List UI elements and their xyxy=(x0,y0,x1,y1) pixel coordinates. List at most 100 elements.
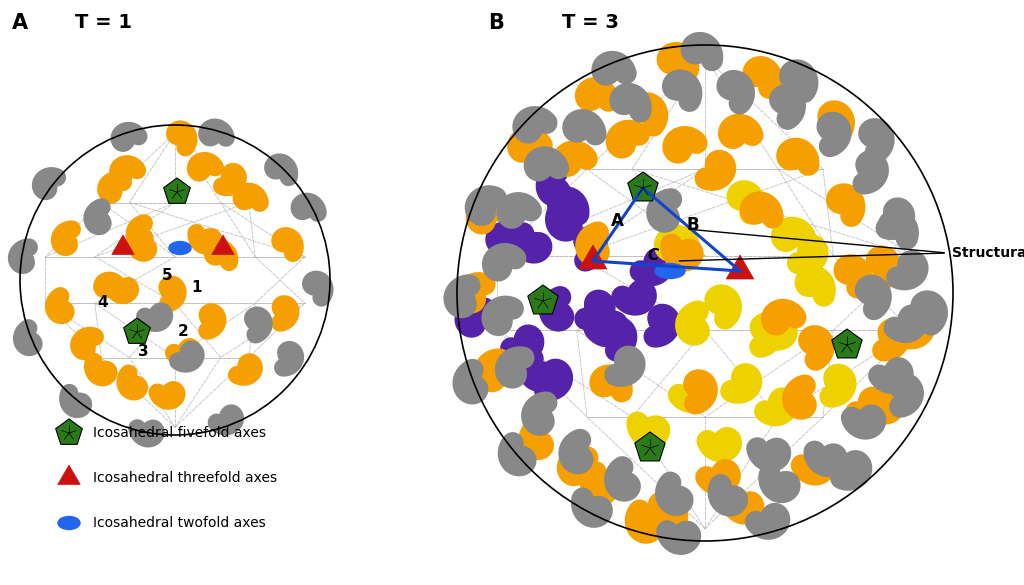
Polygon shape xyxy=(668,61,680,73)
Ellipse shape xyxy=(655,263,685,278)
Polygon shape xyxy=(805,284,817,297)
Polygon shape xyxy=(527,285,558,314)
Polygon shape xyxy=(179,342,188,352)
Polygon shape xyxy=(85,342,95,352)
Polygon shape xyxy=(141,229,152,239)
Polygon shape xyxy=(142,238,153,248)
Polygon shape xyxy=(180,347,190,357)
Polygon shape xyxy=(239,360,248,370)
Polygon shape xyxy=(279,242,289,252)
Polygon shape xyxy=(858,395,870,407)
Polygon shape xyxy=(671,88,683,100)
Polygon shape xyxy=(200,168,210,178)
Polygon shape xyxy=(558,205,570,218)
Text: 5: 5 xyxy=(162,267,172,283)
Polygon shape xyxy=(301,208,311,218)
Text: C: C xyxy=(647,247,658,263)
Polygon shape xyxy=(670,244,682,256)
Polygon shape xyxy=(308,285,317,295)
Polygon shape xyxy=(786,236,798,248)
Polygon shape xyxy=(564,212,577,225)
Polygon shape xyxy=(769,395,780,407)
Polygon shape xyxy=(802,393,814,405)
Text: 4: 4 xyxy=(97,294,109,309)
Polygon shape xyxy=(606,70,618,82)
Polygon shape xyxy=(541,411,553,422)
Polygon shape xyxy=(103,287,113,297)
Polygon shape xyxy=(143,422,154,432)
Polygon shape xyxy=(835,201,846,214)
Polygon shape xyxy=(99,214,110,223)
Polygon shape xyxy=(644,514,656,526)
Polygon shape xyxy=(731,373,743,385)
Polygon shape xyxy=(577,240,589,253)
Polygon shape xyxy=(500,262,512,274)
Polygon shape xyxy=(798,244,810,256)
Polygon shape xyxy=(575,129,588,140)
Circle shape xyxy=(20,125,330,435)
Polygon shape xyxy=(539,166,551,178)
Polygon shape xyxy=(637,110,649,122)
Polygon shape xyxy=(164,178,190,204)
Polygon shape xyxy=(904,318,916,331)
Polygon shape xyxy=(602,384,613,396)
Polygon shape xyxy=(635,432,666,461)
Polygon shape xyxy=(542,370,554,382)
Text: T = 1: T = 1 xyxy=(75,13,132,32)
Polygon shape xyxy=(777,472,790,484)
Polygon shape xyxy=(244,198,253,208)
Polygon shape xyxy=(585,300,597,312)
Polygon shape xyxy=(530,233,543,245)
Polygon shape xyxy=(859,408,871,420)
Text: Icosahedral twofold axes: Icosahedral twofold axes xyxy=(93,516,266,530)
Polygon shape xyxy=(857,163,869,175)
Polygon shape xyxy=(580,245,607,269)
Polygon shape xyxy=(210,135,219,144)
Polygon shape xyxy=(55,419,82,445)
Polygon shape xyxy=(595,240,607,252)
Polygon shape xyxy=(483,215,496,227)
Polygon shape xyxy=(555,180,567,192)
Polygon shape xyxy=(888,227,900,239)
Polygon shape xyxy=(119,278,129,288)
Polygon shape xyxy=(132,376,142,386)
Polygon shape xyxy=(809,454,821,466)
Polygon shape xyxy=(739,493,752,505)
Polygon shape xyxy=(514,332,526,344)
Polygon shape xyxy=(788,157,801,169)
Polygon shape xyxy=(706,160,718,172)
Polygon shape xyxy=(590,497,602,509)
Polygon shape xyxy=(273,307,284,316)
Polygon shape xyxy=(57,465,80,484)
Polygon shape xyxy=(884,209,896,221)
Polygon shape xyxy=(539,433,550,445)
Polygon shape xyxy=(685,381,696,394)
Polygon shape xyxy=(500,315,512,327)
Text: A: A xyxy=(610,212,624,230)
Polygon shape xyxy=(823,117,836,129)
Polygon shape xyxy=(203,229,213,239)
Polygon shape xyxy=(726,255,754,279)
Text: T = 3: T = 3 xyxy=(562,13,618,32)
Polygon shape xyxy=(885,362,897,374)
Polygon shape xyxy=(825,377,838,388)
Polygon shape xyxy=(774,101,786,113)
Polygon shape xyxy=(513,211,525,223)
Polygon shape xyxy=(822,445,835,457)
Polygon shape xyxy=(575,464,588,476)
Polygon shape xyxy=(860,291,872,304)
Polygon shape xyxy=(75,393,84,403)
Text: B: B xyxy=(687,216,699,234)
Polygon shape xyxy=(523,146,536,158)
Polygon shape xyxy=(112,235,134,254)
Polygon shape xyxy=(498,240,510,253)
Polygon shape xyxy=(694,319,707,331)
Polygon shape xyxy=(753,211,765,223)
Polygon shape xyxy=(599,477,611,488)
Text: A: A xyxy=(12,13,28,33)
Polygon shape xyxy=(666,207,678,219)
Polygon shape xyxy=(493,367,505,380)
Polygon shape xyxy=(733,133,745,145)
Polygon shape xyxy=(711,301,723,314)
Polygon shape xyxy=(483,204,496,216)
